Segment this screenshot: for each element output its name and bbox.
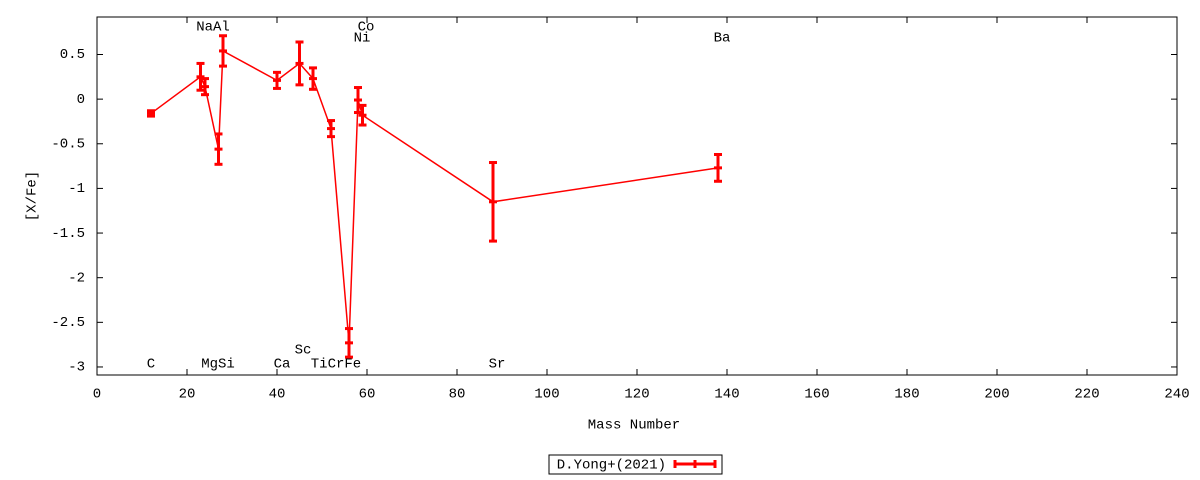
annotation: Ba <box>714 31 731 47</box>
y-tick-label: -1.5 <box>51 226 85 242</box>
y-axis-label: [X/Fe] <box>25 171 41 221</box>
y-tick-label: -2.5 <box>51 315 85 331</box>
annotation: Ca <box>274 357 291 373</box>
x-axis-label: Mass Number <box>588 418 680 434</box>
x-tick-label: 20 <box>179 387 196 403</box>
x-tick-label: 220 <box>1074 387 1099 403</box>
x-tick-label: 200 <box>984 387 1009 403</box>
x-tick-label: 140 <box>714 387 739 403</box>
x-tick-label: 180 <box>894 387 919 403</box>
legend-label: D.Yong+(2021) <box>557 458 666 474</box>
y-tick-label: 0 <box>77 92 85 108</box>
x-tick-label: 40 <box>269 387 286 403</box>
annotation: NaAl <box>196 20 230 36</box>
y-tick-label: -3 <box>68 360 85 376</box>
annotation: MgSi <box>201 357 235 373</box>
x-tick-label: 80 <box>449 387 466 403</box>
x-tick-label: 120 <box>624 387 649 403</box>
x-tick-label: 0 <box>93 387 101 403</box>
y-tick-label: -0.5 <box>51 136 85 152</box>
y-tick-label: -2 <box>68 270 85 286</box>
legend-box <box>548 454 723 475</box>
x-tick-label: 160 <box>804 387 829 403</box>
annotation: Sr <box>489 357 506 373</box>
annotation: C <box>147 357 155 373</box>
y-tick-label: -1 <box>68 181 85 197</box>
data-line <box>150 49 719 343</box>
x-tick-label: 100 <box>534 387 559 403</box>
x-tick-label: 240 <box>1164 387 1189 403</box>
annotation: Ni <box>354 31 371 47</box>
x-tick-label: 60 <box>359 387 376 403</box>
annotation: TiCrFe <box>311 357 361 373</box>
annotation: Sc <box>295 343 312 359</box>
y-tick-label: 0.5 <box>60 47 85 63</box>
annotation: Co <box>358 20 375 36</box>
